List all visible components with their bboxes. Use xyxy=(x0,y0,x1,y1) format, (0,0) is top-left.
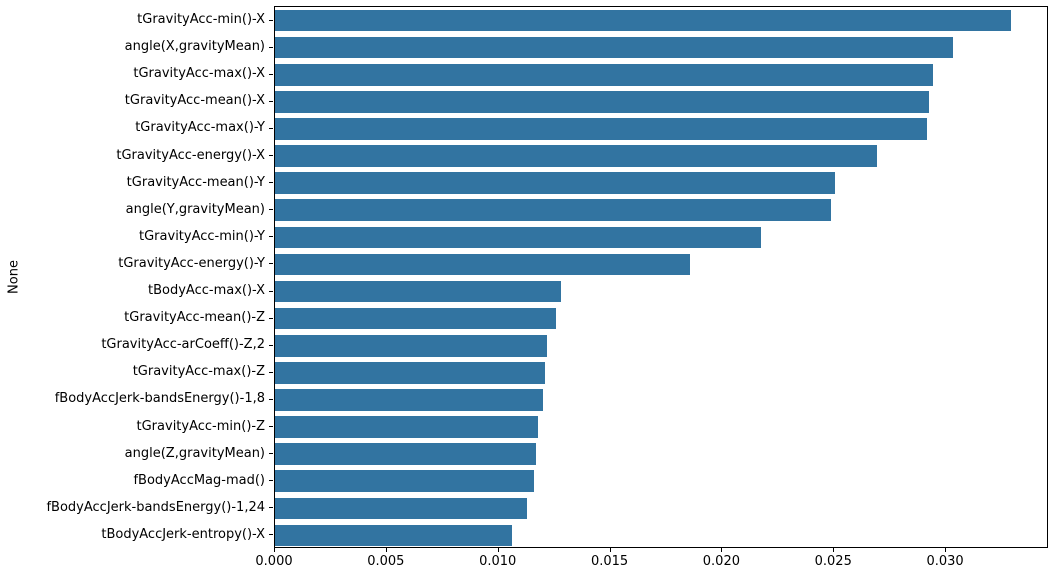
x-tick-label: 0.025 xyxy=(814,554,852,569)
y-tick-mark xyxy=(269,73,273,75)
x-tick-label: 0.020 xyxy=(702,554,740,569)
y-tick-label: tBodyAcc-max()-X xyxy=(148,283,265,298)
y-tick-mark xyxy=(269,263,273,265)
y-tick-label: tGravityAcc-energy()-X xyxy=(116,147,265,163)
bar xyxy=(275,9,1012,32)
bar xyxy=(275,172,836,194)
bar xyxy=(275,443,537,465)
y-tick-label: fBodyAccJerk-bandsEnergy()-1,24 xyxy=(46,499,265,515)
x-tick-mark xyxy=(497,548,499,552)
x-tick-mark xyxy=(274,548,275,552)
y-tick-mark xyxy=(269,480,273,482)
x-tick-mark xyxy=(721,548,723,552)
bar xyxy=(275,497,528,520)
bar xyxy=(275,334,548,357)
y-tick-label: angle(Y,gravityMean) xyxy=(125,201,265,217)
y-tick-mark xyxy=(269,182,273,184)
y-tick-label: tGravityAcc-max()-X xyxy=(133,66,265,82)
y-tick-label: tGravityAcc-min()-Z xyxy=(136,418,265,434)
x-tick-mark xyxy=(833,548,835,552)
y-tick-label: tGravityAcc-min()-Y xyxy=(139,228,265,244)
y-tick-label: tGravityAcc-mean()-Z xyxy=(124,310,265,326)
bar xyxy=(275,226,762,249)
bar xyxy=(275,524,512,547)
y-tick-mark xyxy=(269,344,273,346)
y-tick-mark xyxy=(269,127,273,129)
y-tick-mark xyxy=(269,46,273,48)
x-tick-label: 0.010 xyxy=(479,554,517,569)
bar xyxy=(275,91,929,113)
bar xyxy=(275,253,690,276)
y-tick-label: angle(X,gravityMean) xyxy=(124,39,265,55)
y-tick-label: tGravityAcc-min()-X xyxy=(137,12,265,27)
y-tick-mark xyxy=(269,507,273,509)
x-tick-mark xyxy=(385,548,387,552)
y-axis-labels: tGravityAcc-min()-X angle(X,gravityMean) t… xyxy=(0,6,265,548)
x-tick-mark xyxy=(609,548,611,552)
y-tick-label: angle(Z,gravityMean) xyxy=(124,445,265,461)
x-tick-label: 0.015 xyxy=(590,554,629,569)
bar xyxy=(275,145,878,167)
bar xyxy=(275,63,934,86)
x-tick-label: 0.005 xyxy=(367,554,405,569)
bar xyxy=(275,118,927,140)
y-tick-mark xyxy=(269,209,273,211)
bar xyxy=(275,416,539,438)
bar xyxy=(275,362,545,384)
y-tick-mark xyxy=(269,155,273,157)
bar xyxy=(275,389,543,411)
y-tick-mark xyxy=(269,19,273,21)
y-tick-label: fBodyAccMag-mad() xyxy=(133,472,265,488)
bar xyxy=(275,470,534,493)
y-tick-mark xyxy=(269,534,273,536)
x-tick-mark xyxy=(945,548,947,552)
bar xyxy=(275,199,831,222)
x-tick-label: 0.000 xyxy=(255,554,293,569)
y-tick-mark xyxy=(269,371,273,373)
y-tick-mark xyxy=(269,236,273,238)
bar xyxy=(275,280,561,303)
y-tick-label: tGravityAcc-mean()-X xyxy=(124,93,265,109)
bar xyxy=(275,36,954,59)
plot-area xyxy=(274,6,1048,548)
y-tick-mark xyxy=(269,398,273,400)
y-tick-label: tGravityAcc-max()-Z xyxy=(132,364,265,380)
y-tick-mark xyxy=(269,453,273,455)
y-tick-label: tGravityAcc-energy()-Y xyxy=(118,255,265,271)
y-tick-label: tGravityAcc-mean()-Y xyxy=(126,174,265,190)
y-tick-label: tBodyAccJerk-entropy()-X xyxy=(101,526,265,542)
y-tick-label: tGravityAcc-arCoeff()-Z,2 xyxy=(101,337,265,353)
bar xyxy=(275,307,557,330)
y-tick-mark xyxy=(269,317,273,319)
x-axis-labels: 0.000 0.005 0.010 0.015 0.020 0.025 0.030 xyxy=(255,554,1048,574)
y-tick-label: tGravityAcc-max()-Y xyxy=(135,120,265,136)
y-tick-mark xyxy=(269,100,273,102)
y-tick-label: fBodyAccJerk-bandsEnergy()-1,8 xyxy=(54,391,265,407)
y-tick-mark xyxy=(269,426,273,428)
y-tick-mark xyxy=(269,290,273,292)
x-tick-label: 0.030 xyxy=(926,554,964,569)
